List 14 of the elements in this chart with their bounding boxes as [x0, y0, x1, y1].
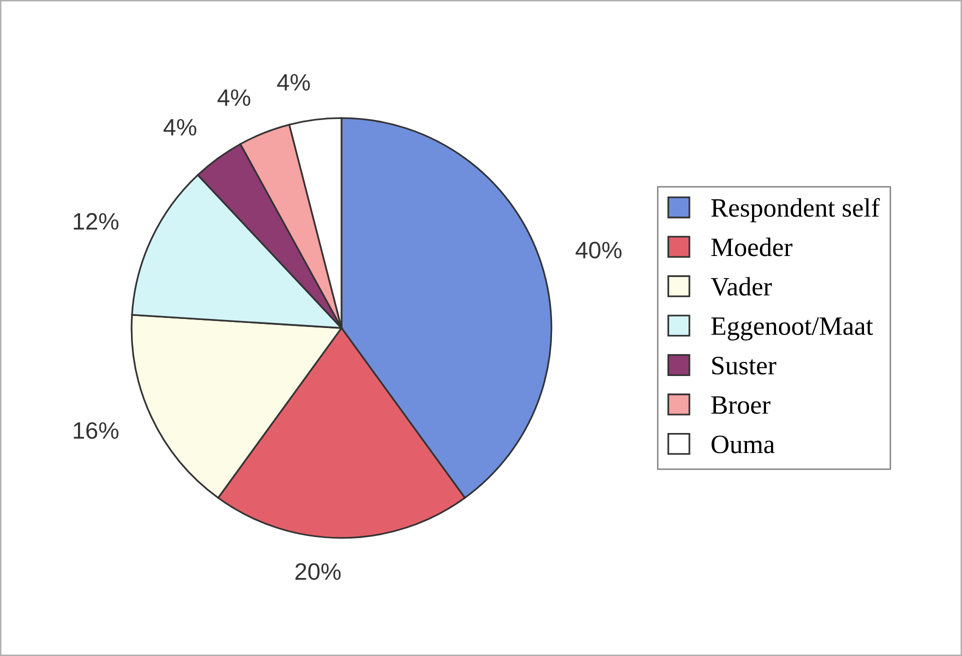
- data-label: 40%: [576, 242, 622, 258]
- data-label: 20%: [295, 563, 341, 580]
- legend-label: Suster: [712, 356, 776, 375]
- data-label: 12%: [74, 213, 118, 230]
- legend-label: Respondent self: [711, 198, 880, 222]
- legend-label: Broer: [711, 396, 770, 414]
- legend-label: Ouma: [712, 436, 775, 454]
- data-label: 16%: [74, 422, 118, 439]
- legend-label: Eggenoot/Maat: [711, 317, 874, 340]
- legend-label: Moeder: [711, 238, 792, 256]
- data-label: 4%: [277, 74, 310, 91]
- data-label: 4%: [218, 89, 250, 106]
- data-label: 4%: [164, 119, 196, 136]
- legend-label: Vader: [710, 277, 772, 296]
